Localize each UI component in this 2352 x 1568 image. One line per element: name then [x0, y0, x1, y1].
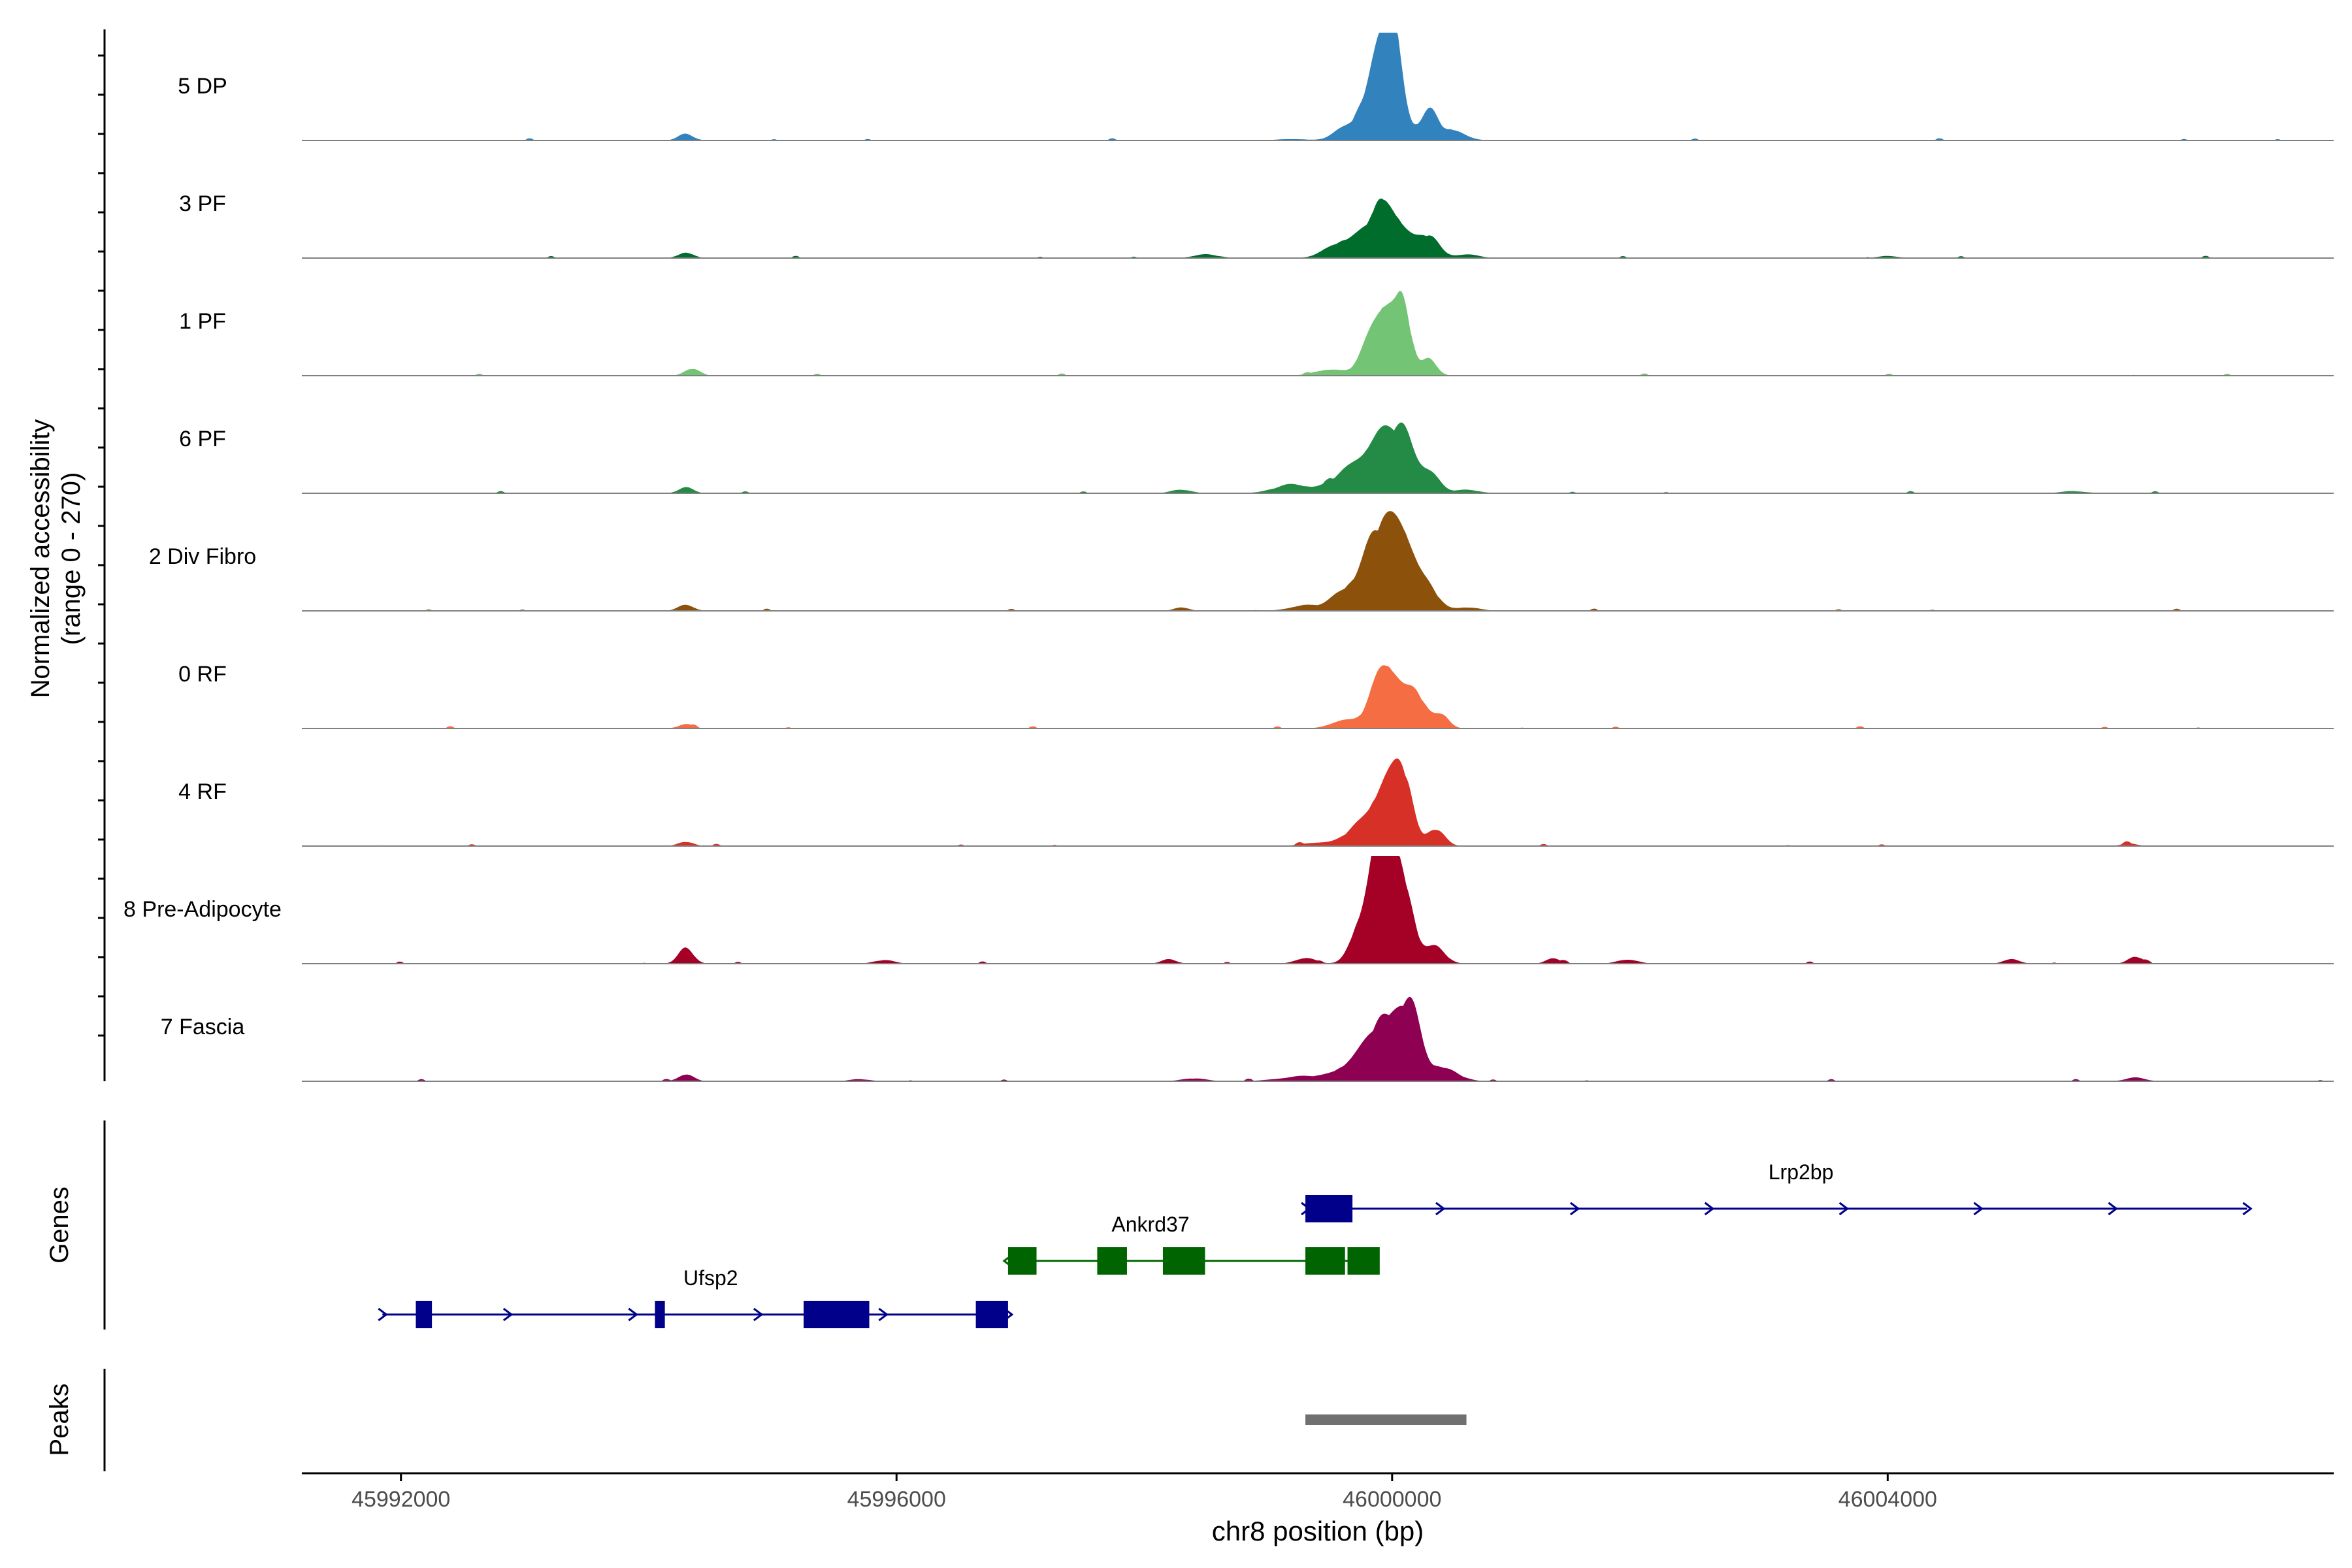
- track-label: 3 PF: [179, 191, 226, 216]
- gene-label: Ankrd37: [1111, 1213, 1189, 1236]
- gene-lrp2bp: Lrp2bp: [1301, 1160, 2253, 1222]
- track-4-rf: 4 RF: [178, 759, 2334, 847]
- track-label: 0 RF: [178, 662, 227, 687]
- gene-exon: [1097, 1247, 1127, 1275]
- track-8-pre-adipocyte: 8 Pre-Adipocyte: [123, 856, 2334, 964]
- x-tick-label: 46000000: [1343, 1487, 1441, 1512]
- gene-exon: [655, 1301, 665, 1328]
- track-1-pf: 1 PF: [179, 291, 2334, 376]
- coverage-tracks: 5 DP 3 PF 1 PF 6 PF 2 Div Fibro 0 RF 4 RF 8 Pre…: [123, 33, 2334, 1082]
- x-axis-ticks: 45992000 45996000 46000000 46004000: [351, 1473, 1937, 1512]
- gene-ankrd37: Ankrd37: [1002, 1213, 1380, 1275]
- gene-exon: [975, 1301, 1008, 1328]
- gene-exon: [804, 1301, 870, 1328]
- peaks-ylabel: Peaks: [45, 1383, 74, 1456]
- gene-exon: [1007, 1247, 1037, 1275]
- strand-arrow-icon: [2108, 1201, 2118, 1216]
- coverage-y-axis: [98, 29, 106, 1081]
- strand-arrow-icon: [1973, 1201, 1984, 1216]
- track-2-div-fibro: 2 Div Fibro: [149, 511, 2334, 612]
- x-tick-label: 46004000: [1838, 1487, 1937, 1512]
- track-6-pf: 6 PF: [179, 422, 2334, 494]
- genes-ylabel: Genes: [45, 1186, 74, 1264]
- gene-exon: [416, 1301, 433, 1328]
- gene-exon: [1305, 1247, 1345, 1275]
- track-label: 8 Pre-Adipocyte: [123, 897, 282, 922]
- track-0-rf: 0 RF: [178, 662, 2334, 729]
- strand-arrow-icon: [1569, 1201, 1580, 1216]
- strand-arrow-icon: [1435, 1201, 1446, 1216]
- track-label: 7 Fascia: [161, 1015, 245, 1039]
- x-tick-label: 45992000: [351, 1487, 450, 1512]
- gene-exon: [1347, 1247, 1380, 1275]
- x-axis-label: chr8 position (bp): [1212, 1516, 1424, 1546]
- peak-region: [1305, 1414, 1467, 1425]
- peak-track: [1305, 1414, 1467, 1425]
- strand-arrow-icon: [878, 1307, 889, 1322]
- gene-exon: [1305, 1195, 1353, 1222]
- track-label: 2 Div Fibro: [149, 544, 256, 569]
- strand-arrow-icon: [1838, 1201, 1850, 1216]
- strand-arrow-icon: [502, 1307, 514, 1322]
- gene-track: Lrp2bp Ankrd37 Ufsp2: [378, 1160, 2253, 1328]
- strand-arrow-icon: [2242, 1201, 2253, 1216]
- strand-arrow-icon: [1704, 1201, 1715, 1216]
- track-label: 6 PF: [179, 427, 226, 451]
- gene-exon: [1162, 1247, 1205, 1275]
- gene-label: Ufsp2: [683, 1266, 738, 1290]
- x-tick-label: 45996000: [847, 1487, 946, 1512]
- gene-label: Lrp2bp: [1769, 1160, 1834, 1184]
- coverage-ylabel-line1: Normalized accessibility: [26, 419, 55, 698]
- track-3-pf: 3 PF: [179, 191, 2334, 259]
- track-label: 4 RF: [178, 779, 227, 804]
- coverage-ylabel-line2: (range 0 - 270): [57, 472, 86, 645]
- track-7-fascia: 7 Fascia: [161, 996, 2334, 1082]
- strand-arrow-icon: [378, 1307, 388, 1322]
- gene-ufsp2: Ufsp2: [378, 1266, 1014, 1328]
- strand-arrow-icon: [753, 1307, 764, 1322]
- track-label: 1 PF: [179, 309, 226, 334]
- strand-arrow-icon: [628, 1307, 638, 1322]
- track-5-dp: 5 DP: [178, 33, 2334, 141]
- track-label: 5 DP: [178, 74, 227, 99]
